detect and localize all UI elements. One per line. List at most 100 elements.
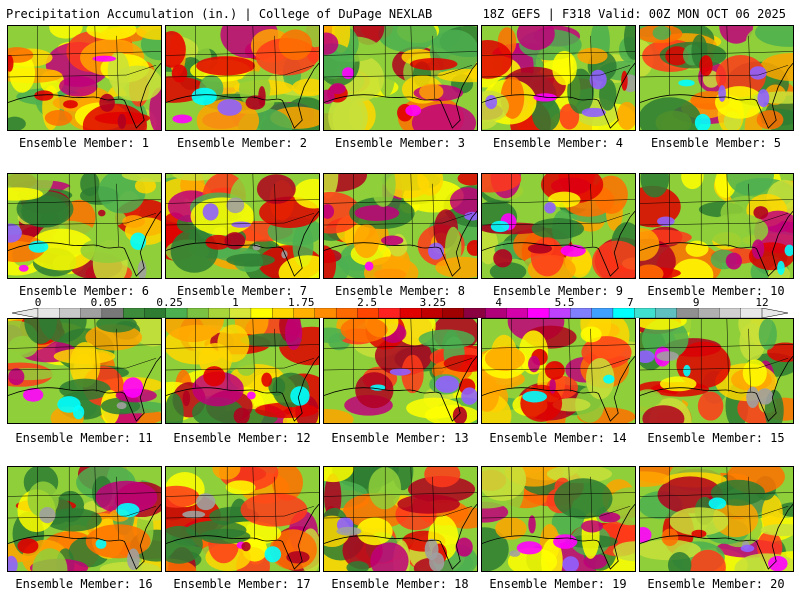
- precipitation-field: [482, 26, 635, 130]
- precipitation-field: [166, 174, 319, 278]
- colorbar-swatch: [612, 308, 635, 318]
- colorbar-swatch: [591, 308, 614, 318]
- ensemble-member-label: Ensemble Member: 16: [15, 577, 153, 591]
- ensemble-member-map-9: [481, 173, 636, 279]
- ensemble-member-map-17: [165, 466, 320, 572]
- colorbar-tick-label: 7: [627, 296, 634, 309]
- ensemble-member-label: Ensemble Member: 8: [334, 284, 466, 298]
- colorbar-swatch: [314, 308, 337, 318]
- colorbar-swatch: [421, 308, 444, 318]
- colorbar-swatch: [740, 308, 763, 318]
- colorbar-tick-label: 5.5: [554, 296, 575, 309]
- ensemble-member-label: Ensemble Member: 7: [176, 284, 308, 298]
- colorbar-swatch: [250, 308, 273, 318]
- colorbar-max-arrow: [761, 308, 788, 318]
- ensemble-member-map-16: [7, 466, 162, 572]
- colorbar-swatch: [59, 308, 82, 318]
- ensemble-member-map-18: [323, 466, 478, 572]
- precipitation-field: [482, 467, 635, 571]
- ensemble-member-label: Ensemble Member: 9: [492, 284, 624, 298]
- precipitation-field: [640, 174, 793, 278]
- map-title: Precipitation Accumulation (in.) | Colle…: [6, 7, 433, 21]
- ensemble-member-label: Ensemble Member: 2: [176, 136, 308, 150]
- precipitation-field: [482, 174, 635, 278]
- colorbar-swatch: [335, 308, 358, 318]
- ensemble-member-label: Ensemble Member: 14: [489, 431, 627, 445]
- colorbar-swatch: [399, 308, 422, 318]
- ensemble-member-map-5: [639, 25, 794, 131]
- colorbar-tick-labels: 0 0.05 0.25 1 1.75 2.5 3.25 4 5.5 7 9 12: [12, 296, 788, 309]
- ensemble-member-label: Ensemble Member: 18: [331, 577, 469, 591]
- ensemble-member-map-2: [165, 25, 320, 131]
- colorbar-swatch: [378, 308, 401, 318]
- colorbar-tick-label: 1: [232, 296, 239, 309]
- colorbar-tick-label: 0.05: [90, 296, 118, 309]
- colorbar-swatch: [272, 308, 294, 318]
- colorbar-swatch: [570, 308, 593, 318]
- colorbar-swatch: [186, 308, 209, 318]
- colorbar-tick-label: 12: [755, 296, 769, 309]
- ensemble-member-label: Ensemble Member: 13: [331, 431, 469, 445]
- colorbar-swatch: [208, 308, 231, 318]
- colorbar-swatch: [485, 308, 507, 318]
- colorbar-tick-label: 3.25: [419, 296, 447, 309]
- precipitation-field: [640, 26, 793, 130]
- colorbar-tick-label: 9: [692, 296, 700, 309]
- precipitation-field: [324, 319, 477, 423]
- ensemble-member-map-10: [639, 173, 794, 279]
- colorbar-swatch: [463, 308, 486, 318]
- precipitation-field: [324, 26, 477, 130]
- ensemble-member-map-4: [481, 25, 636, 131]
- ensemble-member-map-6: [7, 173, 162, 279]
- colorbar-swatch: [442, 308, 465, 318]
- ensemble-member-map-19: [481, 466, 636, 572]
- ensemble-member-label: Ensemble Member: 10: [647, 284, 785, 298]
- ensemble-member-map-15: [639, 318, 794, 424]
- colorbar-swatch: [37, 308, 60, 318]
- colorbar-swatch: [357, 308, 380, 318]
- ensemble-member-map-1: [7, 25, 162, 131]
- ensemble-member-map-14: [481, 318, 636, 424]
- colorbar-tick-label: 0.25: [156, 296, 183, 309]
- precipitation-field: [8, 26, 161, 130]
- ensemble-member-label: Ensemble Member: 4: [492, 136, 624, 150]
- colorbar-tick-label: 4: [495, 296, 503, 309]
- ensemble-member-label: Ensemble Member: 11: [15, 431, 153, 445]
- colorbar-swatch: [80, 308, 103, 318]
- ensemble-member-label: Ensemble Member: 5: [650, 136, 782, 150]
- precipitation-field: [8, 319, 161, 423]
- ensemble-member-label: Ensemble Member: 3: [334, 136, 466, 150]
- colorbar-swatch: [697, 308, 720, 318]
- colorbar-swatch: [634, 308, 656, 318]
- ensemble-member-label: Ensemble Member: 17: [173, 577, 311, 591]
- precipitation-field: [166, 26, 319, 130]
- colorbar-swatch: [548, 308, 571, 318]
- colorbar: [12, 308, 788, 318]
- precipitation-field: [8, 174, 161, 278]
- colorbar-swatch: [123, 308, 145, 318]
- precipitation-field: [324, 174, 477, 278]
- ensemble-member-label: Ensemble Member: 1: [18, 136, 150, 150]
- colorbar-swatch: [165, 308, 188, 318]
- ensemble-member-label: Ensemble Member: 15: [647, 431, 785, 445]
- colorbar-swatch: [101, 308, 124, 318]
- colorbar-swatch: [527, 308, 550, 318]
- colorbar-tick-label: 2.5: [357, 296, 378, 309]
- ensemble-member-map-7: [165, 173, 320, 279]
- precipitation-field: [8, 467, 161, 571]
- ensemble-member-map-11: [7, 318, 162, 424]
- colorbar-min-arrow: [12, 308, 39, 318]
- colorbar-swatch: [506, 308, 529, 318]
- colorbar-swatch: [676, 308, 699, 318]
- ensemble-member-label: Ensemble Member: 12: [173, 431, 311, 445]
- model-run-valid-time: 18Z GEFS | F318 Valid: 00Z MON OCT 06 20…: [482, 7, 786, 21]
- colorbar-swatch: [144, 308, 167, 318]
- ensemble-member-map-8: [323, 173, 478, 279]
- ensemble-member-label: Ensemble Member: 19: [489, 577, 627, 591]
- colorbar-tick-label: 1.75: [288, 296, 315, 309]
- precipitation-field: [640, 467, 793, 571]
- precipitation-field: [640, 319, 793, 423]
- ensemble-member-map-20: [639, 466, 794, 572]
- colorbar-swatch: [229, 308, 252, 318]
- colorbar-tick-label: 0: [34, 296, 42, 309]
